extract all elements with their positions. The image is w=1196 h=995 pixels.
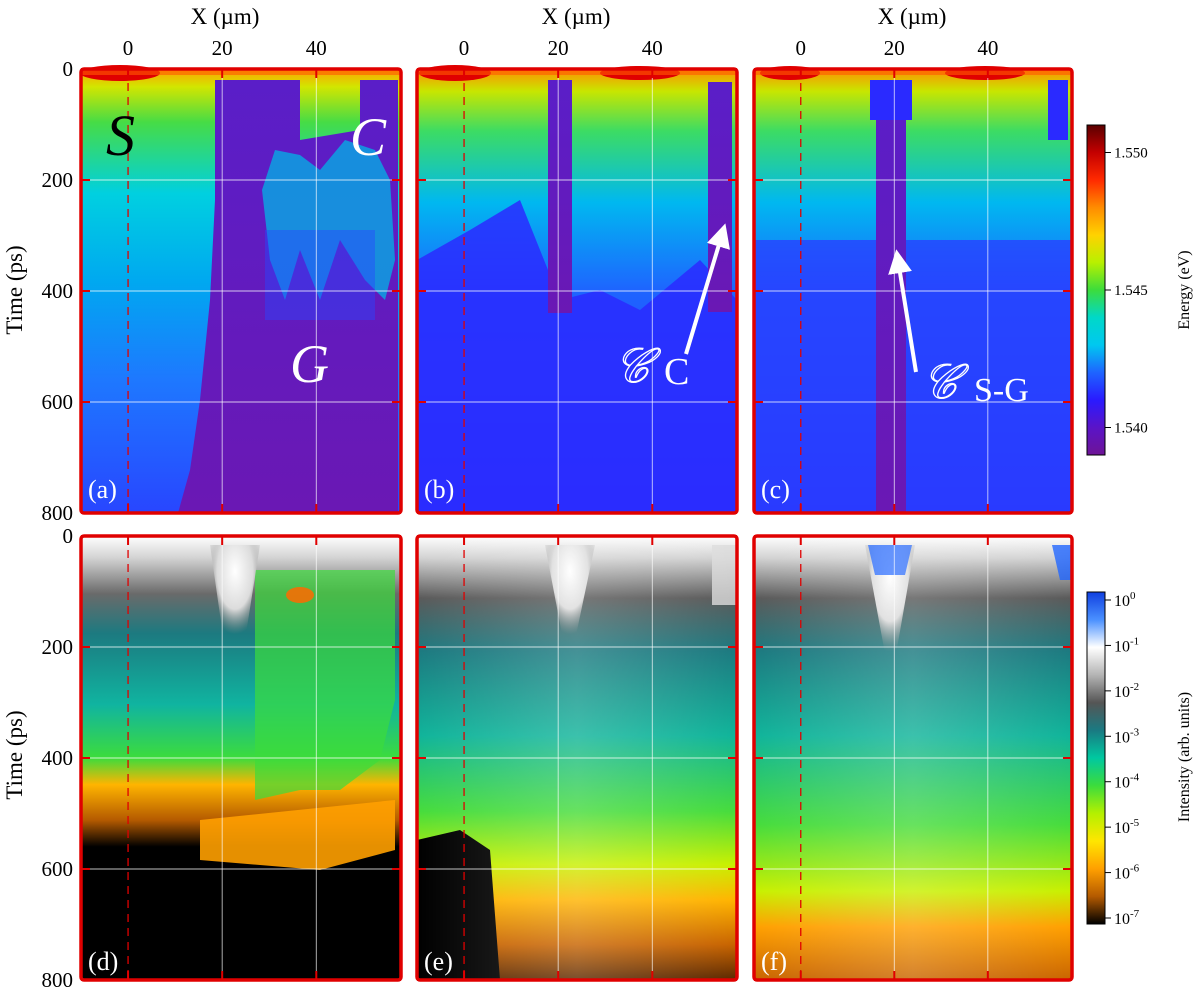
intensity-colorbar-gradient [1086, 591, 1106, 925]
annotation-g: G [290, 334, 329, 394]
x-tick-label: 0 [796, 36, 807, 60]
panel-label-a: (a) [88, 475, 117, 504]
panel-label-e: (e) [424, 947, 453, 976]
y-tick-label: 600 [42, 857, 74, 881]
y-tick-label: 600 [42, 390, 74, 414]
intensity-tick-label: 10-5 [1114, 817, 1140, 837]
intensity-colorbar-label: Intensity (arb. units) [1176, 692, 1193, 822]
energy-colorbar-label: Energy (eV) [1176, 250, 1193, 329]
intensity-tick-label: 10-1 [1114, 635, 1139, 655]
panel-frames [79, 67, 1074, 982]
x-axis-title-a: X (µm) [191, 4, 260, 29]
intensity-tick-label: 10-2 [1114, 681, 1139, 701]
annotation-s: S [106, 103, 135, 168]
panel-labels: (a) (b) (c) (d) (e) (f) [88, 475, 790, 976]
panel-label-b: (b) [424, 475, 454, 504]
energy-colorbar: 1.550 1.545 1.540 Energy (eV) [1086, 124, 1193, 456]
y-tick-label: 800 [42, 501, 74, 525]
panel-frame [752, 534, 1074, 982]
x-tick-label: 40 [306, 36, 327, 60]
x-tick-label: 0 [459, 36, 470, 60]
intensity-tick-label: 10-6 [1114, 863, 1140, 883]
panel-c-heatmap [754, 66, 1072, 513]
x-tick-label: 20 [884, 36, 905, 60]
arrow-c [888, 249, 918, 373]
y-axis-title-bottom: Time (ps) [2, 710, 27, 799]
annotation-c: C [350, 107, 387, 167]
x-tick-label: 0 [123, 36, 134, 60]
energy-tick-label: 1.540 [1114, 421, 1148, 437]
panel-b-heatmap [417, 65, 737, 513]
x-tick-label: 40 [642, 36, 663, 60]
y-tick-label: 400 [42, 746, 74, 770]
intensity-tick-label: 10-3 [1114, 726, 1140, 746]
panel-frame [415, 67, 739, 515]
x-axis-title-b: X (µm) [542, 4, 611, 29]
arrow-b [684, 223, 730, 355]
panel-label-c: (c) [761, 475, 790, 504]
grid-lines [81, 69, 1072, 980]
y-axis-title-top: Time (ps) [2, 245, 27, 334]
intensity-tick-label: 100 [1114, 590, 1136, 610]
y-tick-label: 400 [42, 279, 74, 303]
panel-label-f: (f) [761, 947, 787, 976]
intensity-tick-label: 10-7 [1114, 908, 1140, 928]
x-tick-label: 20 [212, 36, 233, 60]
energy-tick-label: 1.545 [1114, 283, 1148, 299]
y-tick-label: 200 [42, 168, 74, 192]
panel-frame [79, 67, 403, 515]
energy-colorbar-gradient [1086, 124, 1106, 456]
y-tick-label: 200 [42, 635, 74, 659]
x-tick-label: 20 [548, 36, 569, 60]
y-tick-label: 0 [63, 524, 74, 548]
panel-frame [79, 534, 403, 982]
x-axis-title-c: X (µm) [878, 4, 947, 29]
x-tick-label: 40 [977, 36, 998, 60]
intensity-colorbar: 100 10-1 10-2 10-3 10-4 10-5 10-6 10-7 Intensit… [1086, 590, 1193, 928]
annotation-sub-sg-c: S-G [974, 372, 1029, 409]
annotation-sub-c-b: C [664, 351, 689, 393]
energy-tick-label: 1.550 [1114, 146, 1148, 162]
y-tick-label: 0 [63, 57, 74, 81]
panel-label-d: (d) [88, 947, 118, 976]
panel-frame [415, 534, 739, 982]
y-tick-label: 800 [42, 968, 74, 992]
intensity-tick-label: 10-4 [1114, 772, 1140, 792]
panel-frame [752, 67, 1074, 515]
